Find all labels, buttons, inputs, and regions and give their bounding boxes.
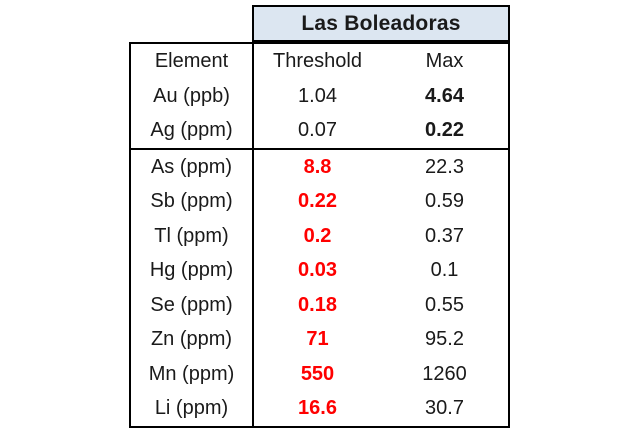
threshold-cell: 0.22	[298, 190, 337, 213]
threshold-cell: 550	[300, 362, 335, 385]
group-above-divider: Element Threshold Max Au (ppb) 1.04 4.64…	[131, 44, 508, 150]
max-cell: 22.3	[425, 155, 464, 178]
threshold-cell: 16.6	[298, 397, 337, 420]
threshold-cell: 71	[306, 328, 329, 351]
table-row: Ag (ppm) 0.07 0.22	[131, 113, 508, 148]
column-header-element: Element	[131, 44, 254, 79]
element-cell: Li (ppm)	[131, 391, 254, 426]
column-header-threshold: Threshold	[273, 50, 362, 73]
element-cell: Se (ppm)	[131, 287, 254, 322]
table-row: Zn (ppm) 71 95.2	[131, 322, 508, 357]
element-cell: As (ppm)	[131, 149, 254, 184]
threshold-cell: 0.18	[298, 293, 337, 316]
table-row: As (ppm) 8.8 22.3	[131, 149, 508, 184]
max-cell: 0.37	[425, 224, 464, 247]
max-cell: 0.59	[425, 190, 464, 213]
max-cell: 0.1	[430, 259, 459, 282]
table-title: Las Boleadoras	[252, 5, 510, 42]
column-header-max: Max	[425, 50, 464, 73]
threshold-cell: 8.8	[303, 155, 332, 178]
element-cell: Au (ppb)	[131, 78, 254, 113]
table-row: Au (ppb) 1.04 4.64	[131, 78, 508, 113]
table-row: Se (ppm) 0.18 0.55	[131, 287, 508, 322]
element-cell: Sb (ppm)	[131, 184, 254, 219]
threshold-cell: 0.2	[303, 224, 332, 247]
element-cell: Hg (ppm)	[131, 253, 254, 288]
table-row: Sb (ppm) 0.22 0.59	[131, 184, 508, 219]
element-cell: Zn (ppm)	[131, 322, 254, 357]
element-cell: Ag (ppm)	[131, 113, 254, 148]
max-cell: 0.55	[425, 293, 464, 316]
group-below-divider: As (ppm) 8.8 22.3 Sb (ppm) 0.22 0.59 Tl …	[131, 149, 508, 426]
max-cell: 1260	[422, 362, 467, 385]
max-cell: 0.22	[425, 119, 464, 142]
header-band: Las Boleadoras	[129, 5, 510, 42]
element-cell: Mn (ppm)	[131, 356, 254, 391]
table-row: Tl (ppm) 0.2 0.37	[131, 218, 508, 253]
table-row: Li (ppm) 16.6 30.7	[131, 391, 508, 426]
header-spacer	[129, 5, 252, 42]
table-wrap: Las Boleadoras Element Threshold Max Au …	[129, 5, 510, 428]
max-cell: 4.64	[425, 84, 464, 107]
element-cell: Tl (ppm)	[131, 218, 254, 253]
data-table: Element Threshold Max Au (ppb) 1.04 4.64…	[129, 42, 510, 428]
max-cell: 30.7	[425, 397, 464, 420]
max-cell: 95.2	[425, 328, 464, 351]
table-row: Hg (ppm) 0.03 0.1	[131, 253, 508, 288]
threshold-cell: 0.07	[298, 119, 337, 142]
threshold-cell: 1.04	[298, 84, 337, 107]
column-header-row: Element Threshold Max	[131, 44, 508, 79]
threshold-cell: 0.03	[298, 259, 337, 282]
table-row: Mn (ppm) 550 1260	[131, 356, 508, 391]
